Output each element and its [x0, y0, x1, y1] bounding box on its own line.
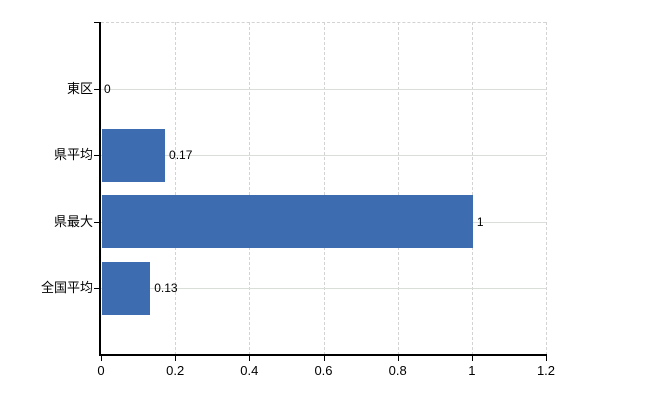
bar-value-label: 0 — [104, 81, 111, 96]
x-tick-label: 0 — [97, 363, 105, 378]
x-tick-label: 0.8 — [388, 363, 407, 378]
x-axis-tick — [471, 356, 473, 361]
bar — [102, 261, 151, 315]
bar-value-label: 0.17 — [169, 148, 193, 163]
x-tick-label: 1.2 — [536, 363, 556, 378]
x-axis-tick — [249, 356, 251, 361]
vertical-gridline — [471, 22, 473, 355]
y-axis-tick — [94, 221, 100, 223]
horizontal-gridline — [101, 288, 546, 290]
horizontal-gridline — [101, 155, 546, 157]
x-axis-tick — [323, 356, 325, 361]
x-axis-tick — [101, 356, 102, 361]
bar-value-label: 1 — [476, 214, 484, 229]
category-label: 県平均 — [53, 147, 93, 163]
x-tick-label: 1 — [468, 363, 476, 378]
y-axis-tick — [94, 155, 100, 157]
bar — [102, 128, 166, 182]
horizontal-gridline — [101, 88, 546, 90]
x-tick-label: 0.6 — [314, 363, 333, 378]
x-axis-tick — [546, 356, 547, 361]
vertical-gridline — [546, 22, 547, 355]
y-axis — [99, 22, 101, 356]
category-label: 県最大 — [53, 213, 93, 229]
x-axis-tick — [397, 356, 399, 361]
y-axis-tick — [94, 288, 100, 290]
vertical-gridline — [249, 22, 251, 355]
vertical-gridline — [397, 22, 399, 355]
bar-value-label: 0.13 — [154, 281, 178, 296]
vertical-gridline — [323, 22, 325, 355]
vertical-gridline — [175, 22, 177, 355]
y-axis-tick — [94, 88, 100, 90]
category-label: 東区 — [66, 80, 93, 96]
category-label: 全国平均 — [40, 280, 93, 296]
x-tick-label: 0.4 — [240, 363, 259, 378]
y-axis-tick — [94, 22, 100, 23]
x-axis-tick — [175, 356, 177, 361]
x-axis — [99, 354, 547, 356]
x-tick-label: 0.2 — [166, 363, 185, 378]
bar — [102, 195, 473, 249]
